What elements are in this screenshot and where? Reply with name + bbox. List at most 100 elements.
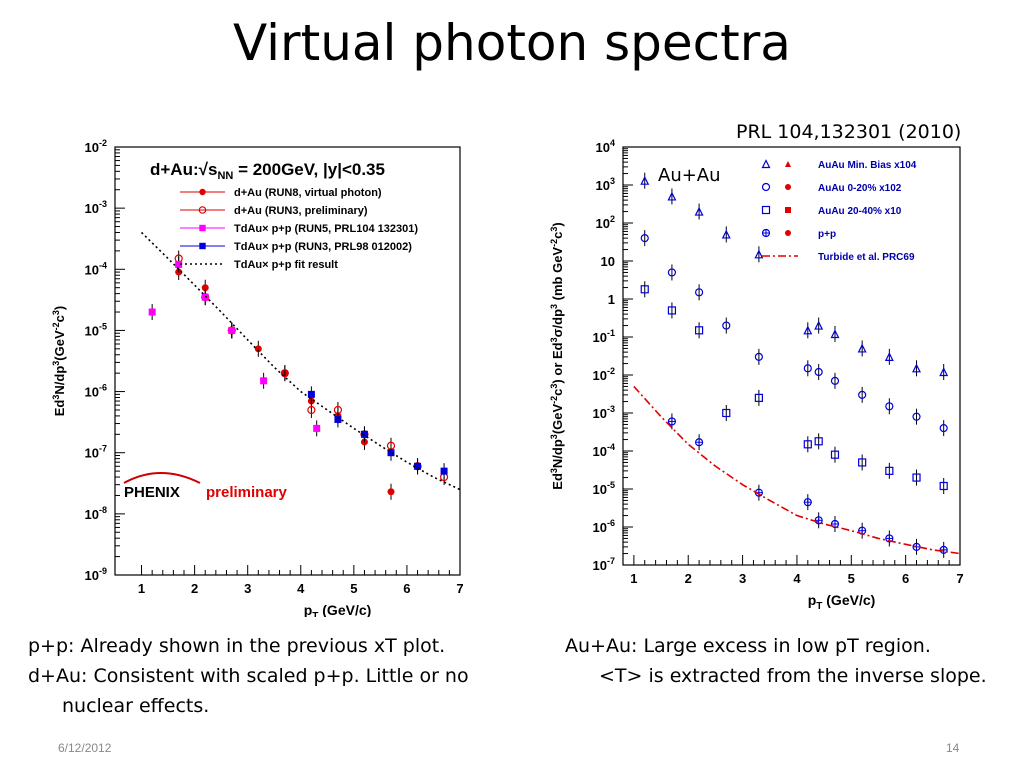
data-point bbox=[803, 364, 812, 373]
y-tick-label: 10-4 bbox=[593, 442, 615, 459]
data-point bbox=[761, 182, 771, 192]
x-tick-label: 5 bbox=[350, 581, 357, 596]
data-point bbox=[667, 268, 677, 277]
series-4 bbox=[140, 231, 461, 491]
data-point bbox=[803, 440, 812, 449]
data-point bbox=[334, 415, 342, 423]
data-point bbox=[785, 230, 791, 236]
data-point bbox=[640, 285, 649, 294]
caption-left-line-3: nuclear effects. bbox=[62, 695, 210, 717]
data-point bbox=[814, 320, 824, 330]
data-point bbox=[814, 367, 823, 377]
data-point bbox=[640, 175, 650, 185]
data-point bbox=[667, 191, 677, 201]
data-point bbox=[387, 449, 395, 457]
data-point bbox=[830, 450, 840, 459]
data-point bbox=[307, 405, 316, 415]
data-point bbox=[721, 229, 731, 239]
phenix-logo-text: PHENIX bbox=[124, 484, 180, 501]
data-point bbox=[313, 424, 321, 432]
y-tick-label: 10-9 bbox=[85, 566, 107, 583]
data-point bbox=[199, 224, 206, 232]
legend-entry-label: TdAu× p+p (RUN5, PRL104 132301) bbox=[234, 223, 418, 235]
data-point bbox=[260, 377, 268, 385]
data-point bbox=[722, 321, 731, 330]
data-point bbox=[754, 249, 764, 259]
data-point bbox=[175, 260, 183, 268]
data-point bbox=[858, 458, 867, 467]
x-tick-label: 6 bbox=[403, 581, 410, 596]
data-point bbox=[803, 325, 813, 335]
x-tick-label: 3 bbox=[244, 581, 251, 596]
y-tick-label: 10-7 bbox=[593, 556, 615, 573]
caption-left: p+p: Already shown in the previous xT pl… bbox=[28, 631, 469, 721]
data-point bbox=[754, 393, 763, 402]
data-point bbox=[199, 188, 206, 196]
legend-entry-label: AuAu 20-40% x10 bbox=[818, 206, 902, 217]
legend-entry-label: TdAu× p+p (RUN3, PRL98 012002) bbox=[234, 241, 412, 253]
legend: d+Au (RUN8, virtual photon) d+Au (RUN3, p… bbox=[180, 187, 418, 271]
data-point bbox=[785, 184, 791, 190]
chart-dau-virtual-photon: 10-9 10-8 10-7 10-6 10-5 10-4 10-3 10-2 1 2 3 4 5 6 7 p… bbox=[51, 138, 464, 617]
slide-title: Virtual photon spectra bbox=[233, 14, 791, 72]
legend-entry-label: AuAu 0-20% x102 bbox=[818, 183, 902, 194]
x-tick-label: 1 bbox=[630, 571, 637, 586]
y-tick-label: 103 bbox=[596, 176, 615, 193]
phenix-logo-arc bbox=[123, 472, 201, 484]
caption-right: Au+Au: Large excess in low pT region. <T… bbox=[565, 631, 987, 691]
data-point bbox=[722, 408, 731, 418]
series-2 bbox=[640, 281, 948, 494]
caption-left-line-2: d+Au: Consistent with scaled p+p. Little… bbox=[28, 665, 469, 687]
caption-left-line-1: p+p: Already shown in the previous xT pl… bbox=[28, 635, 446, 657]
caption-right-line-2: <T> is extracted from the inverse slope. bbox=[599, 665, 987, 687]
y-tick-label: 10-6 bbox=[85, 383, 107, 400]
data-point bbox=[228, 326, 236, 334]
y-tick-label: 10-6 bbox=[593, 518, 615, 535]
y-tick-label: 10-8 bbox=[85, 505, 107, 522]
data-point bbox=[360, 430, 368, 438]
y-tick-label: 102 bbox=[596, 214, 615, 231]
data-point bbox=[884, 352, 894, 361]
data-point bbox=[694, 206, 704, 216]
data-point bbox=[280, 369, 289, 378]
y-tick-label: 10-3 bbox=[85, 199, 107, 216]
data-point bbox=[885, 402, 894, 411]
data-point bbox=[761, 159, 771, 169]
data-point bbox=[440, 467, 448, 475]
data-point bbox=[199, 242, 206, 250]
plot-frame bbox=[622, 146, 961, 566]
y-axis-label: Ed3N/dp3(GeV-2c3) bbox=[51, 306, 67, 417]
data-point bbox=[939, 367, 949, 377]
y-tick-label: 10-2 bbox=[85, 138, 107, 155]
y-tick-label: 10-5 bbox=[593, 480, 615, 497]
series-line bbox=[140, 231, 461, 491]
data-point bbox=[785, 161, 791, 167]
chart-title: Au+Au bbox=[658, 165, 721, 186]
series-line bbox=[633, 385, 961, 555]
x-tick-label: 3 bbox=[739, 571, 746, 586]
legend-entry-label: TdAu× p+p fit result bbox=[234, 259, 338, 271]
y-tick-label: 10-2 bbox=[593, 366, 615, 383]
data-point bbox=[939, 424, 948, 433]
data-point bbox=[307, 390, 315, 398]
data-point bbox=[254, 345, 262, 353]
legend-entry-label: p+p bbox=[818, 229, 836, 240]
footer-page-number: 14 bbox=[946, 741, 960, 755]
data-point bbox=[201, 284, 209, 292]
x-tick-label: 1 bbox=[138, 581, 145, 596]
data-point bbox=[148, 308, 156, 316]
x-tick-label: 4 bbox=[297, 581, 305, 596]
data-point bbox=[885, 466, 894, 475]
y-tick-label: 10-7 bbox=[85, 444, 107, 461]
series-2 bbox=[148, 256, 321, 437]
legend-entry-label: Turbide et al. PRC69 bbox=[818, 252, 915, 263]
reference-citation: PRL 104,132301 (2010) bbox=[736, 121, 962, 143]
data-point bbox=[939, 481, 948, 491]
x-tick-label: 4 bbox=[793, 571, 801, 586]
chart-title: d+Au:√sNN = 200GeV, |y|<0.35 bbox=[150, 160, 385, 182]
data-point bbox=[912, 473, 921, 482]
data-point bbox=[814, 437, 823, 446]
data-point bbox=[694, 326, 704, 335]
y-tick-label: 104 bbox=[596, 138, 615, 155]
data-point bbox=[830, 329, 840, 339]
